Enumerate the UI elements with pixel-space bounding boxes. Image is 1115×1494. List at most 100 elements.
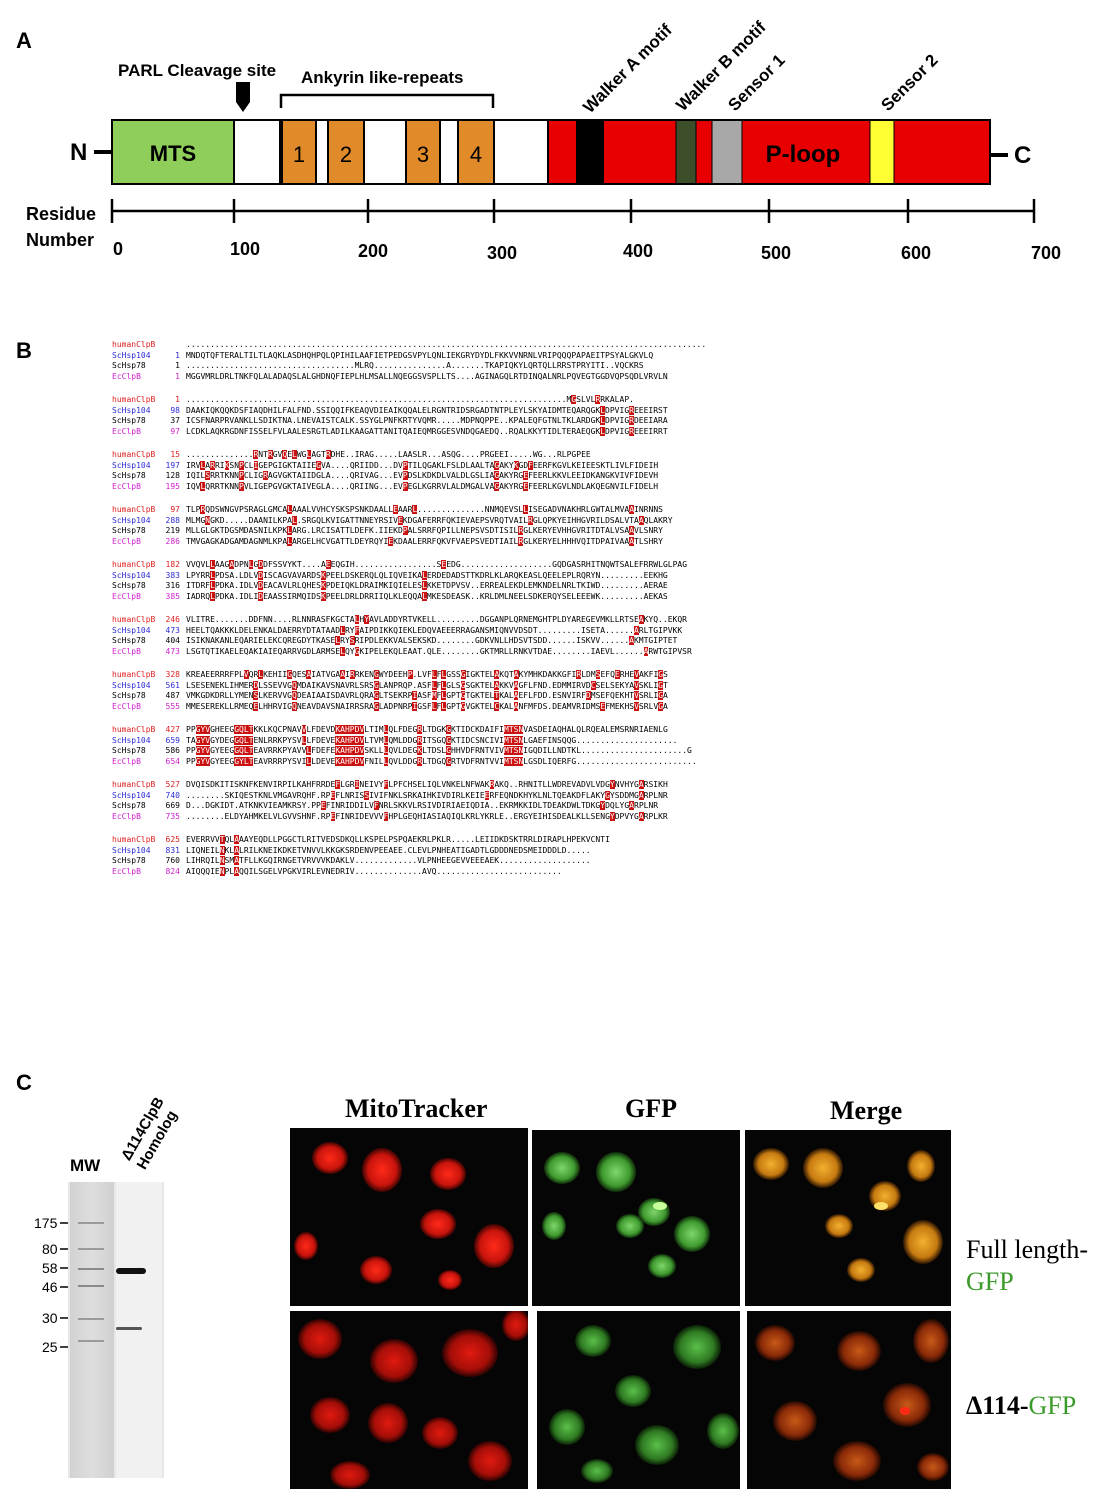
- conserved-residue: G: [460, 691, 466, 700]
- conserved-residue: R: [263, 471, 268, 480]
- conserved-residue: R: [629, 416, 634, 425]
- cell: [422, 1417, 458, 1449]
- cell: [917, 1453, 949, 1481]
- conserved-residue: A: [638, 615, 644, 624]
- conserved-residue: F: [335, 780, 341, 789]
- conserved-residue: Q: [282, 450, 288, 459]
- ladder-band: [78, 1340, 104, 1342]
- conserved-residue: L: [291, 515, 297, 525]
- conserved-residue: L: [431, 670, 437, 679]
- cell: [360, 1256, 392, 1284]
- conserved-residue: V: [301, 725, 307, 734]
- sequence-start-number: 383: [165, 570, 180, 580]
- sequence-start-number: 316: [165, 581, 180, 590]
- conserved-residue: A: [629, 505, 635, 514]
- conserved-residue: KAHPDV: [335, 725, 365, 734]
- axis-title-line1: Residue: [26, 204, 96, 224]
- tick-label: 700: [1031, 243, 1061, 263]
- cell: [596, 1152, 636, 1192]
- conserved-residue: A: [234, 835, 240, 844]
- ankyrin-bracket: [279, 93, 495, 108]
- sequence-name: ScHsp78: [112, 856, 146, 865]
- conserved-residue: G: [658, 670, 664, 679]
- sequence-name: EcClpB: [112, 371, 141, 381]
- sequence-name: ScHsp78: [112, 416, 146, 425]
- sequence-residues: ........................................…: [186, 340, 707, 349]
- sequence-name: ScHsp78: [112, 636, 146, 645]
- gap-3: [439, 119, 459, 185]
- n-terminus-label: N: [70, 139, 87, 166]
- cell: [673, 1325, 721, 1369]
- conserved-residue: GQLT: [234, 746, 254, 755]
- alignment-row: EcClpB 286 TMVGAGKADGAMDAGNMLKPALARGELHCVG…: [112, 536, 1012, 548]
- conserved-residue: V: [243, 670, 249, 679]
- conserved-residue: L: [301, 735, 307, 745]
- alignment-row: ScHsp104 561 LSESENEKLIHMERDLSSEVVGQMDAIKA…: [112, 680, 1012, 692]
- row-label-prefix: Full length-: [966, 1235, 1089, 1264]
- conserved-residue: S: [364, 790, 370, 800]
- conserved-residue: Y: [609, 811, 615, 821]
- axis-title-line2: Number: [26, 230, 94, 250]
- conserved-residue: F: [383, 811, 389, 821]
- alignment-block: humanClpB 427 PPGYVGHEEGGQLTKKLKQCPNAVVLFD…: [112, 725, 1012, 767]
- alignment-row: EcClpB 97 LCDKLAQKRGDNFISSELFVLAALESRGTLAD…: [112, 426, 1012, 438]
- conserved-residue: A: [513, 691, 519, 700]
- conserved-residue: E: [614, 670, 620, 679]
- conserved-residue: T: [219, 835, 225, 844]
- conserved-residue: I: [412, 701, 418, 711]
- sequence-name: ScHsp104: [112, 845, 151, 855]
- sequence-start-number: [152, 340, 186, 351]
- conserved-residue: G: [354, 646, 360, 656]
- conserved-residue: A: [638, 515, 644, 525]
- conserved-residue: K: [320, 570, 326, 580]
- conserved-residue: P: [402, 460, 408, 470]
- conserved-residue: P: [239, 481, 244, 491]
- alignment-row: ScHsp104 473 HEELTQAKKKLDELENKALDAERRYDTAT…: [112, 625, 1012, 637]
- sequence-start-number: 288: [165, 515, 180, 525]
- cell: [442, 1329, 498, 1377]
- conserved-residue: L: [200, 460, 206, 470]
- sequence-name: ScHsp104: [112, 790, 151, 800]
- alignment-block: humanClpB 625 EVERRVVTQLAAAYEQDLLPGGCTLRIT…: [112, 835, 1012, 877]
- sequence-name: humanClpB: [112, 835, 156, 844]
- conserved-residue: Y: [600, 801, 606, 810]
- conserved-residue: MTSN: [504, 735, 524, 745]
- repeat-2: [327, 119, 365, 185]
- alignment-row: ScHsp78 128 IQILSRRTKNNPCLIGRAGVGKTAIIDGLA…: [112, 471, 1012, 482]
- conserved-residue: L: [354, 615, 360, 624]
- sequence-name: ScHsp78: [112, 526, 146, 535]
- conserved-residue: R: [200, 505, 206, 514]
- merge-full-length-image: [745, 1130, 951, 1306]
- conserved-residue: L: [287, 505, 292, 514]
- alignment-row: humanClpB 97 TLPRQDSWNGVPSRAGLGMCALAAALVVH…: [112, 505, 1012, 516]
- sequence-start-number: 197: [165, 460, 180, 470]
- cell: [674, 1216, 710, 1252]
- blot-lane-label: Δ114ClpB Homolog: [118, 1094, 181, 1173]
- alignment-row: ScHsp104 831 LIQNEILNKLALRILKNEIKDKETVNVVL…: [112, 845, 1012, 857]
- sequence-name: ScHsp104: [112, 350, 151, 360]
- conserved-residue: D: [258, 560, 264, 569]
- sequence-start-number: 328: [165, 670, 180, 679]
- alignment-row: humanClpB 625 EVERRVVTQLAAAYEQDLLPGGCTLRIT…: [112, 835, 1012, 846]
- alignment-block: humanClpB 527 DVQISDKITISKNFKENVIRPILKAHFR…: [112, 780, 1012, 822]
- sequence-start-number: 586: [165, 746, 180, 755]
- sequence-name: ScHsp104: [112, 680, 151, 690]
- conserved-residue: C: [590, 680, 596, 690]
- cell: [430, 1158, 466, 1190]
- conserved-residue: D: [258, 581, 264, 590]
- sequence-start-number: 286: [165, 536, 180, 546]
- sequence-name: EcClpB: [112, 536, 141, 546]
- cell: [883, 1383, 931, 1427]
- alignment-row: ScHsp78 487 VMKGDKDRLLYMENSLKERVVGQDEAIAAI…: [112, 691, 1012, 702]
- conserved-residue: G: [494, 481, 500, 491]
- conserved-residue: G: [446, 735, 452, 745]
- conserved-residue: Q: [291, 701, 297, 711]
- cell: [903, 1220, 943, 1264]
- conserved-residue: A: [638, 790, 644, 800]
- sequence-residues: ITDRFLPDKA.IDLVDEACAVLRLQHESKPDEIQKLDRAI…: [186, 581, 668, 590]
- sequence-residues: DAAKIQKQQKDSFIAQDHILFALFND.SSIQQIFKEAQVD…: [186, 405, 668, 415]
- sequence-residues: IQVLQRRTKNNPVLIGEPGVGKTAIVEGLA....QRIING…: [186, 481, 659, 491]
- conserved-residue: Y: [609, 780, 615, 789]
- sequence-start-number: 97: [170, 505, 180, 514]
- conserved-residue: N: [219, 845, 225, 855]
